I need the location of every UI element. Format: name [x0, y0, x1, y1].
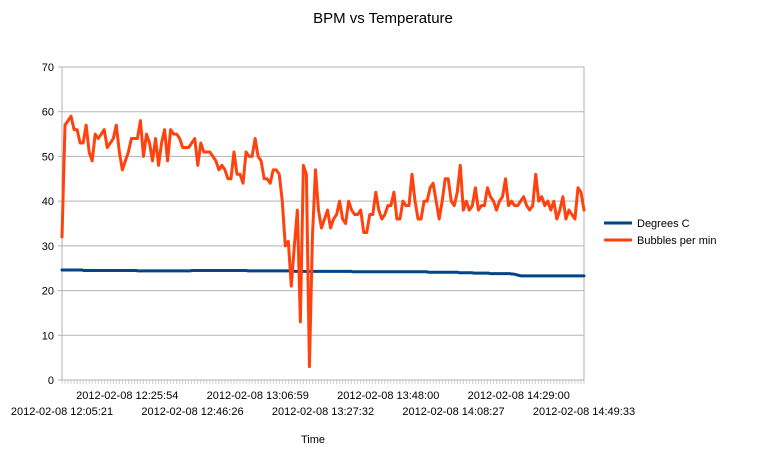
- x-tick-label: 2012-02-08 14:49:33: [533, 406, 635, 418]
- x-tick-label: 2012-02-08 12:46:26: [141, 406, 243, 418]
- x-tick-label: 2012-02-08 13:27:32: [272, 406, 374, 418]
- grid-lines: [58, 66, 584, 381]
- chart-title: BPM vs Temperature: [313, 10, 453, 27]
- legend: Degrees C Bubbles per min: [604, 218, 717, 247]
- y-tick-label: 50: [42, 151, 54, 163]
- x-tick-label: 2012-02-08 12:25:54: [76, 390, 178, 402]
- legend-label: Degrees C: [637, 218, 690, 230]
- y-tick-label: 20: [42, 286, 54, 298]
- y-tick-label: 70: [42, 62, 54, 74]
- y-tick-label: 30: [42, 241, 54, 253]
- x-tick-label: 2012-02-08 13:48:00: [337, 390, 439, 402]
- x-axis-ticks: [61, 380, 585, 384]
- x-axis-tick-labels: 2012-02-08 12:05:21 2012-02-08 12:46:26 20…: [11, 390, 635, 418]
- x-tick-label: 2012-02-08 12:05:21: [11, 406, 113, 418]
- series-line-degrees-c: [60, 268, 586, 278]
- series-line-bubbles-per-min: [60, 114, 586, 369]
- y-tick-label: 0: [48, 375, 54, 387]
- x-tick-label: 2012-02-08 14:29:00: [468, 390, 570, 402]
- x-tick-label: 2012-02-08 14:08:27: [402, 406, 504, 418]
- y-tick-label: 40: [42, 196, 54, 208]
- legend-label: Bubbles per min: [637, 235, 717, 247]
- y-tick-label: 60: [42, 107, 54, 119]
- y-axis-tick-labels: 0 10 20 30 40 50 60 70: [42, 62, 54, 387]
- series-lines: [60, 114, 586, 369]
- x-axis-title: Time: [301, 434, 325, 446]
- y-tick-label: 10: [42, 330, 54, 342]
- x-tick-label: 2012-02-08 13:06:59: [207, 390, 309, 402]
